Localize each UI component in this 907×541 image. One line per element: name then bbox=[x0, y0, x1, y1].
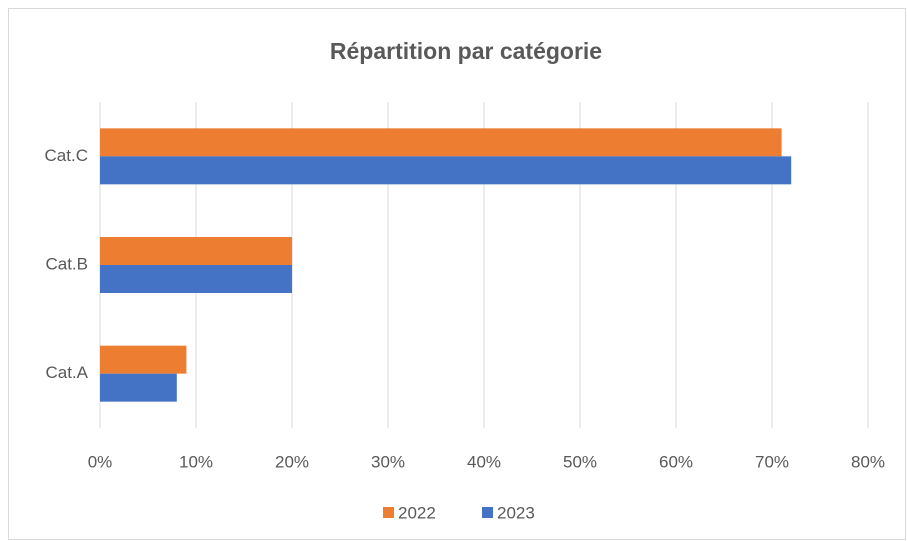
x-tick-label: 10% bbox=[179, 452, 213, 471]
y-tick-label: Cat.A bbox=[45, 363, 88, 382]
x-tick-label: 70% bbox=[755, 452, 789, 471]
bar bbox=[100, 373, 177, 402]
bar bbox=[100, 237, 292, 265]
x-tick-label: 80% bbox=[851, 452, 885, 471]
bar bbox=[100, 156, 792, 185]
legend-label: 2023 bbox=[497, 503, 535, 522]
legend-swatch bbox=[383, 507, 394, 518]
x-tick-label: 0% bbox=[88, 452, 113, 471]
y-tick-label: Cat.C bbox=[45, 146, 88, 165]
y-tick-label: Cat.B bbox=[45, 254, 88, 273]
legend-label: 2022 bbox=[398, 503, 436, 522]
bar bbox=[100, 345, 187, 374]
x-tick-label: 60% bbox=[659, 452, 693, 471]
x-tick-label: 20% bbox=[275, 452, 309, 471]
x-tick-label: 50% bbox=[563, 452, 597, 471]
x-tick-label: 30% bbox=[371, 452, 405, 471]
bar bbox=[100, 265, 292, 293]
bar bbox=[100, 128, 782, 157]
legend-swatch bbox=[482, 507, 493, 518]
x-tick-label: 40% bbox=[467, 452, 501, 471]
chart-title: Répartition par catégorie bbox=[330, 38, 602, 64]
